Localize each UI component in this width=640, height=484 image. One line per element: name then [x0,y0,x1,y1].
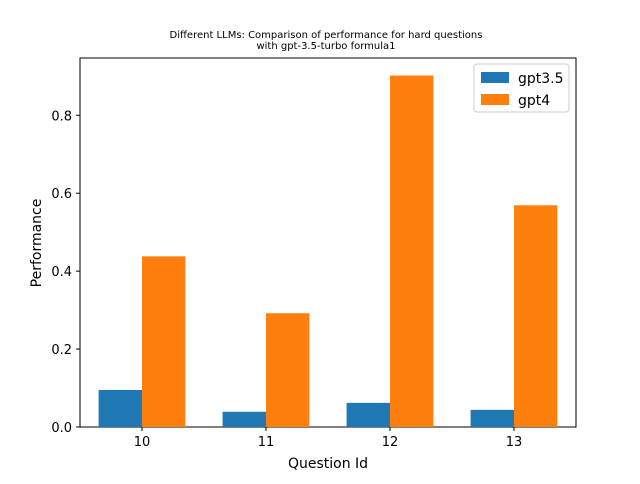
chart-title-line-1: Different LLMs: Comparison of performanc… [170,30,483,41]
legend-swatch-gpt4 [481,94,509,105]
legend: gpt3.5 gpt4 [473,63,570,113]
bar-gpt4-12 [390,75,434,428]
x-tick-label: 11 [258,435,275,450]
bar-gpt4-13 [514,205,558,427]
legend-label-gpt4: gpt4 [518,93,550,109]
bar-gpt3-5-13 [470,409,514,427]
bars-layer [98,75,558,428]
bar-gpt4-10 [142,256,186,427]
legend-swatch-gpt3-5 [481,72,509,83]
x-tick-label: 10 [134,435,151,450]
bar-gpt3-5-12 [346,402,390,427]
bar-gpt3-5-10 [98,389,142,427]
chart-title-line-2: with gpt-3.5-turbo formula1 [256,41,395,52]
y-axis-label: Performance [29,199,45,288]
y-tick-label: 0.4 [51,265,72,280]
x-axis-label: Question Id [288,456,368,472]
y-tick-label: 0.8 [51,109,72,124]
y-tick-label: 0.2 [51,343,72,358]
plot-area [79,57,577,428]
legend-label-gpt3-5: gpt3.5 [518,71,564,87]
x-tick-label: 13 [506,435,523,450]
x-tick-label: 12 [382,435,399,450]
axes-frame [79,57,577,428]
ticks-layer: 10 11 12 13 0.0 0.2 0.4 0.6 0.8 [51,109,522,450]
bar-gpt4-11 [266,313,310,427]
bar-gpt3-5-11 [222,411,266,427]
y-tick-label: 0.0 [51,421,72,436]
y-tick-label: 0.6 [51,187,72,202]
